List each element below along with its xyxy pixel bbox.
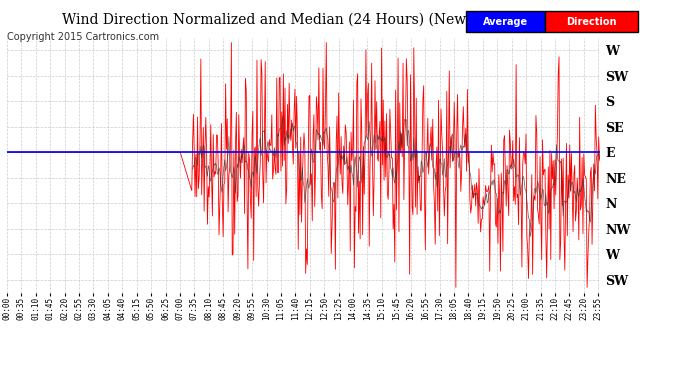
Text: Direction: Direction: [566, 16, 617, 27]
Text: Copyright 2015 Cartronics.com: Copyright 2015 Cartronics.com: [7, 32, 159, 42]
Text: Wind Direction Normalized and Median (24 Hours) (New) 20150429: Wind Direction Normalized and Median (24…: [61, 13, 546, 27]
Text: Average: Average: [483, 16, 528, 27]
